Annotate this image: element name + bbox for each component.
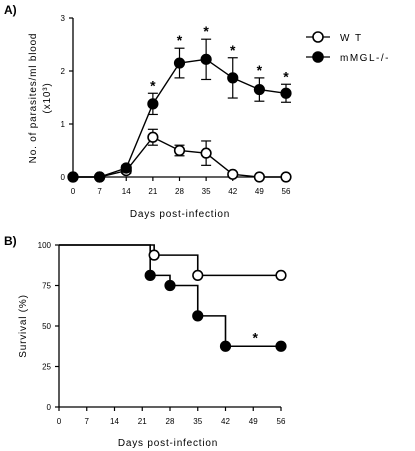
panel-b-wt-point bbox=[275, 269, 287, 281]
panel-a-x-tick-label: 35 bbox=[202, 187, 211, 196]
legend-wt-marker bbox=[312, 31, 324, 43]
panel-a-significance-mark: * bbox=[150, 77, 156, 93]
panel-b-x-tick-label: 42 bbox=[221, 417, 230, 426]
panel-a-x-tick-label: 49 bbox=[255, 187, 264, 196]
panel-a-series-line bbox=[73, 136, 286, 178]
panel-a-x-tick-label: 28 bbox=[175, 187, 184, 196]
panel-a-x-tick-label: 0 bbox=[71, 187, 76, 196]
panel-b-x-tick-label: 49 bbox=[249, 417, 258, 426]
panel-a-x-tick-label: 14 bbox=[122, 187, 131, 196]
panel-a-x-tick-label: 42 bbox=[228, 187, 237, 196]
panel-a-significance-mark: * bbox=[203, 23, 209, 39]
panel-a-x-tick-label: 56 bbox=[282, 187, 291, 196]
panel-b-ko-point bbox=[164, 279, 176, 292]
panel-a-x-tick-label: 21 bbox=[148, 187, 157, 196]
panel-b-x-tick-label: 35 bbox=[193, 417, 202, 426]
panel-a-wt-point bbox=[280, 171, 292, 183]
panel-b-survival-curve bbox=[59, 244, 281, 277]
panel-a-ko-point bbox=[280, 87, 292, 99]
panel-b-x-tick-label: 28 bbox=[166, 417, 175, 426]
panel-a: A) No. of parasites/ml blood (x10³) Days… bbox=[4, 3, 390, 220]
panel-b-y-tick-label: 50 bbox=[42, 322, 51, 331]
panel-b-x-title: Days post-infection bbox=[118, 438, 218, 449]
panel-a-wt-point bbox=[173, 144, 186, 157]
panel-b-y-title: Survival (%) bbox=[18, 294, 29, 358]
panel-a-ko-point bbox=[200, 53, 212, 65]
panel-b-wt-point bbox=[192, 269, 204, 281]
panel-b-ticks: 0 7 14 21 28 35 42 49 56 0 25 50 75 100 bbox=[38, 241, 286, 426]
panel-b-ko-point bbox=[144, 269, 156, 281]
legend: W T mMGL-/- bbox=[306, 31, 390, 64]
panel-b-x-tick-label: 56 bbox=[277, 417, 286, 426]
panel-b-x-tick-label: 21 bbox=[138, 417, 147, 426]
panel-a-significance-mark: * bbox=[257, 62, 263, 78]
panel-a-ko-point bbox=[173, 57, 186, 69]
legend-wt-label: W T bbox=[340, 33, 363, 44]
legend-ko-label: mMGL-/- bbox=[340, 53, 390, 64]
panel-b-x-tick-label: 14 bbox=[110, 417, 119, 426]
panel-a-ticks: 0 7 14 21 28 35 42 49 56 0 1 2 3 bbox=[61, 14, 291, 196]
legend-ko-marker bbox=[312, 51, 324, 63]
panel-a-ko-point bbox=[94, 171, 106, 183]
panel-a-ko-point bbox=[227, 72, 239, 84]
panel-b-y-tick-label: 100 bbox=[38, 241, 52, 250]
panel-a-significance-mark: * bbox=[283, 68, 289, 84]
panel-b-survival-curve bbox=[59, 244, 281, 348]
panel-a-series: * * * * * * bbox=[67, 23, 292, 183]
panel-b-series: * bbox=[59, 244, 287, 352]
panel-b-label: B) bbox=[4, 234, 17, 248]
panel-a-wt-point bbox=[253, 171, 265, 183]
panel-a-y-tick-label: 3 bbox=[61, 14, 66, 23]
panel-a-ko-point bbox=[253, 83, 265, 96]
panel-a-significance-mark: * bbox=[177, 32, 183, 48]
panel-b-y-tick-label: 0 bbox=[47, 403, 52, 412]
panel-a-y-unit: (x10³) bbox=[42, 83, 53, 114]
panel-b-y-tick-label: 25 bbox=[42, 363, 51, 372]
panel-b: B) Survival (%) Days post-infection 0 7 14… bbox=[4, 234, 287, 449]
panel-a-significance-mark: * bbox=[230, 42, 236, 58]
panel-a-x-title: Days post-infection bbox=[130, 209, 230, 220]
panel-b-ko-point bbox=[192, 310, 204, 322]
panel-a-y-title: No. of parasites/ml blood bbox=[28, 33, 39, 164]
panel-a-ko-point bbox=[67, 171, 79, 183]
panel-b-wt-point bbox=[148, 249, 160, 261]
panel-a-label: A) bbox=[4, 3, 17, 17]
panel-b-x-tick-label: 7 bbox=[85, 417, 90, 426]
panel-a-y-tick-label: 1 bbox=[61, 120, 66, 129]
panel-a-ko-point bbox=[147, 98, 159, 110]
panel-a-y-tick-label: 0 bbox=[61, 173, 66, 182]
panel-a-wt-point bbox=[227, 168, 239, 180]
panel-b-ko-point bbox=[275, 340, 287, 352]
panel-b-y-tick-label: 75 bbox=[42, 282, 51, 291]
panel-b-ko-point bbox=[219, 340, 232, 352]
panel-a-y-tick-label: 2 bbox=[61, 67, 66, 76]
panel-a-wt-point bbox=[147, 131, 159, 143]
panel-b-significance-mark: * bbox=[253, 330, 259, 346]
panel-a-wt-point bbox=[200, 147, 212, 159]
panel-a-x-tick-label: 7 bbox=[97, 187, 102, 196]
panel-a-ko-point bbox=[120, 162, 132, 174]
panel-b-x-tick-label: 0 bbox=[57, 417, 62, 426]
